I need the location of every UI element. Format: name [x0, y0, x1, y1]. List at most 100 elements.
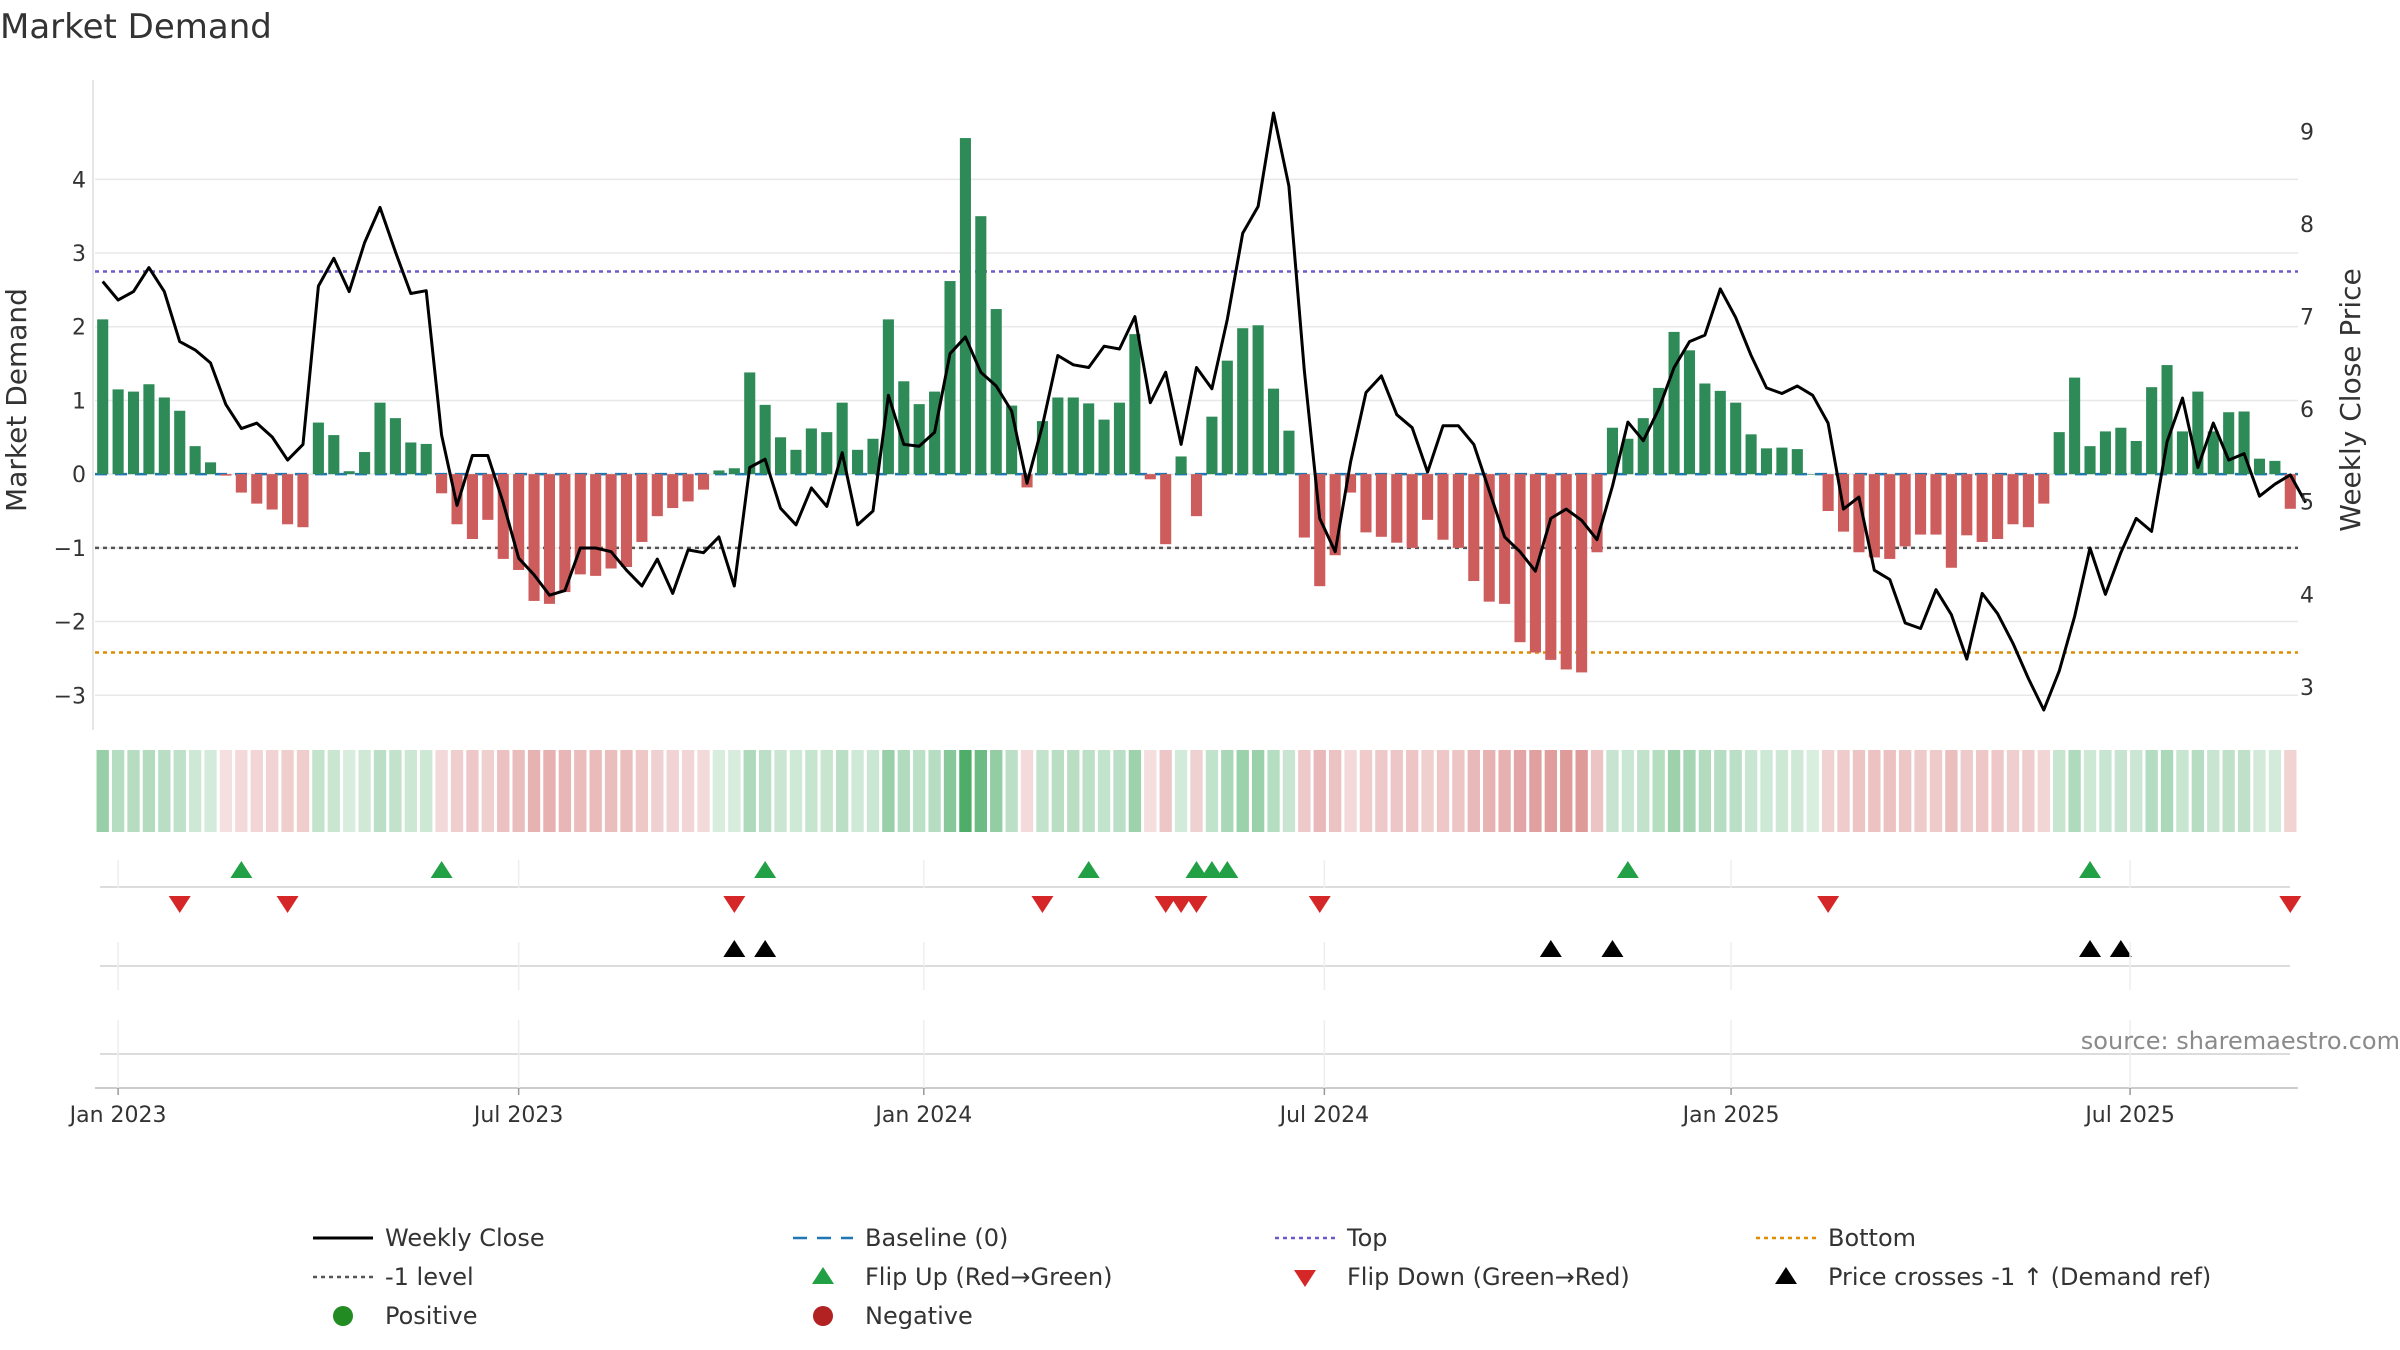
heat-cell	[543, 750, 556, 832]
heat-cell	[1298, 750, 1311, 832]
demand-bar	[1791, 449, 1803, 475]
heat-cell	[1375, 750, 1388, 832]
heat-cell	[1144, 750, 1157, 832]
heat-cell	[2114, 750, 2127, 832]
demand-bar	[1391, 474, 1403, 543]
demand-bar	[1606, 427, 1618, 475]
demand-bars	[97, 138, 2296, 673]
legend-item: Positive	[333, 1302, 478, 1330]
demand-bar	[1653, 387, 1665, 475]
x-tick-label: Jan 2025	[1681, 1103, 1780, 1128]
legend-label: Flip Up (Red→Green)	[865, 1263, 1113, 1291]
demand-bar	[821, 432, 833, 475]
heat-cell	[1806, 750, 1819, 832]
demand-bar	[559, 474, 571, 593]
heat-cell	[1945, 750, 1958, 832]
heat-cell	[1036, 750, 1049, 832]
heat-cell	[96, 750, 109, 832]
demand-bar	[1683, 350, 1696, 475]
heat-cell	[1436, 750, 1450, 832]
legend-item: Flip Up (Red→Green)	[812, 1263, 1113, 1291]
demand-bar	[1976, 474, 1988, 542]
demand-bar	[775, 437, 787, 475]
demand-bar	[944, 281, 956, 475]
demand-bar	[1499, 474, 1511, 604]
heat-cell	[712, 750, 726, 832]
demand-bar	[636, 474, 648, 542]
price-cross-marker	[1601, 940, 1624, 957]
flip-up-marker	[230, 861, 253, 878]
heat-cell	[266, 750, 279, 832]
flip-down-marker	[1308, 896, 1331, 913]
legend-item: Baseline (0)	[793, 1224, 1008, 1252]
heat-cell	[635, 750, 649, 832]
heat-cell	[2037, 750, 2050, 832]
heat-cell	[1421, 750, 1434, 832]
demand-bar	[328, 435, 340, 475]
right-tick-label: 4	[2300, 583, 2314, 608]
legend-label: Top	[1346, 1224, 1388, 1252]
weekly-close-line	[101, 111, 2308, 712]
heat-cell	[343, 750, 356, 832]
heat-cell	[1190, 750, 1203, 832]
demand-bar	[744, 372, 756, 475]
heat-cell	[1775, 750, 1789, 832]
price-cross-marker	[754, 940, 777, 957]
heat-cell	[2207, 750, 2220, 832]
heat-cell	[2160, 750, 2174, 832]
heat-cell	[851, 750, 864, 832]
heat-cell	[466, 750, 479, 832]
heat-cell	[1097, 750, 1111, 832]
heat-cell	[1621, 750, 1635, 832]
demand-bar	[497, 474, 509, 559]
heat-cell	[1174, 750, 1188, 832]
heat-cell	[2099, 750, 2112, 832]
heat-cell	[666, 750, 679, 832]
demand-bar	[359, 452, 371, 475]
heat-cell	[866, 750, 880, 832]
demand-bar	[251, 474, 263, 504]
left-tick-label: −2	[54, 611, 86, 636]
legend-flip-up-icon	[812, 1267, 834, 1284]
heat-cell	[1683, 750, 1696, 832]
heat-cell	[1452, 750, 1465, 832]
demand-heat-strip	[96, 750, 2297, 832]
demand-bar	[1190, 474, 1203, 517]
heat-cell	[2237, 750, 2251, 832]
heat-cell	[1236, 750, 1249, 832]
heat-cell	[404, 750, 417, 832]
heat-cell	[651, 750, 664, 832]
legend-item: Negative	[813, 1302, 973, 1330]
demand-bar	[1067, 397, 1079, 475]
demand-bar	[959, 138, 971, 475]
demand-bar	[1576, 474, 1588, 673]
demand-bar	[158, 397, 170, 475]
demand-bar	[836, 402, 848, 475]
left-tick-label: −1	[54, 537, 86, 562]
demand-bar	[1668, 331, 1680, 475]
heat-cell	[897, 750, 910, 832]
heat-cell	[1637, 750, 1650, 832]
heat-cell	[1821, 750, 1835, 832]
demand-bar	[790, 449, 802, 475]
legend-label: Flip Down (Green→Red)	[1347, 1263, 1630, 1291]
heat-cell	[1082, 750, 1095, 832]
demand-bar	[389, 418, 401, 475]
heat-cell	[1898, 750, 1912, 832]
heat-cell	[1590, 750, 1604, 832]
heat-cell	[2253, 750, 2266, 832]
demand-bar	[1591, 474, 1603, 553]
demand-bar	[1006, 405, 1018, 475]
demand-bar	[1961, 474, 1973, 536]
chart-title: Market Demand	[0, 7, 272, 47]
legend-label: -1 level	[385, 1263, 474, 1291]
heat-cell	[1714, 750, 1727, 832]
demand-bar	[1113, 402, 1126, 475]
heat-cell	[2006, 750, 2020, 832]
demand-bar	[482, 474, 494, 520]
heat-cell	[435, 750, 448, 832]
heat-cell	[620, 750, 633, 832]
heat-cell	[481, 750, 495, 832]
legend-item: Bottom	[1756, 1224, 1916, 1252]
right-axis-ticks: 9 8 7 6 5 4 3	[2300, 121, 2314, 701]
